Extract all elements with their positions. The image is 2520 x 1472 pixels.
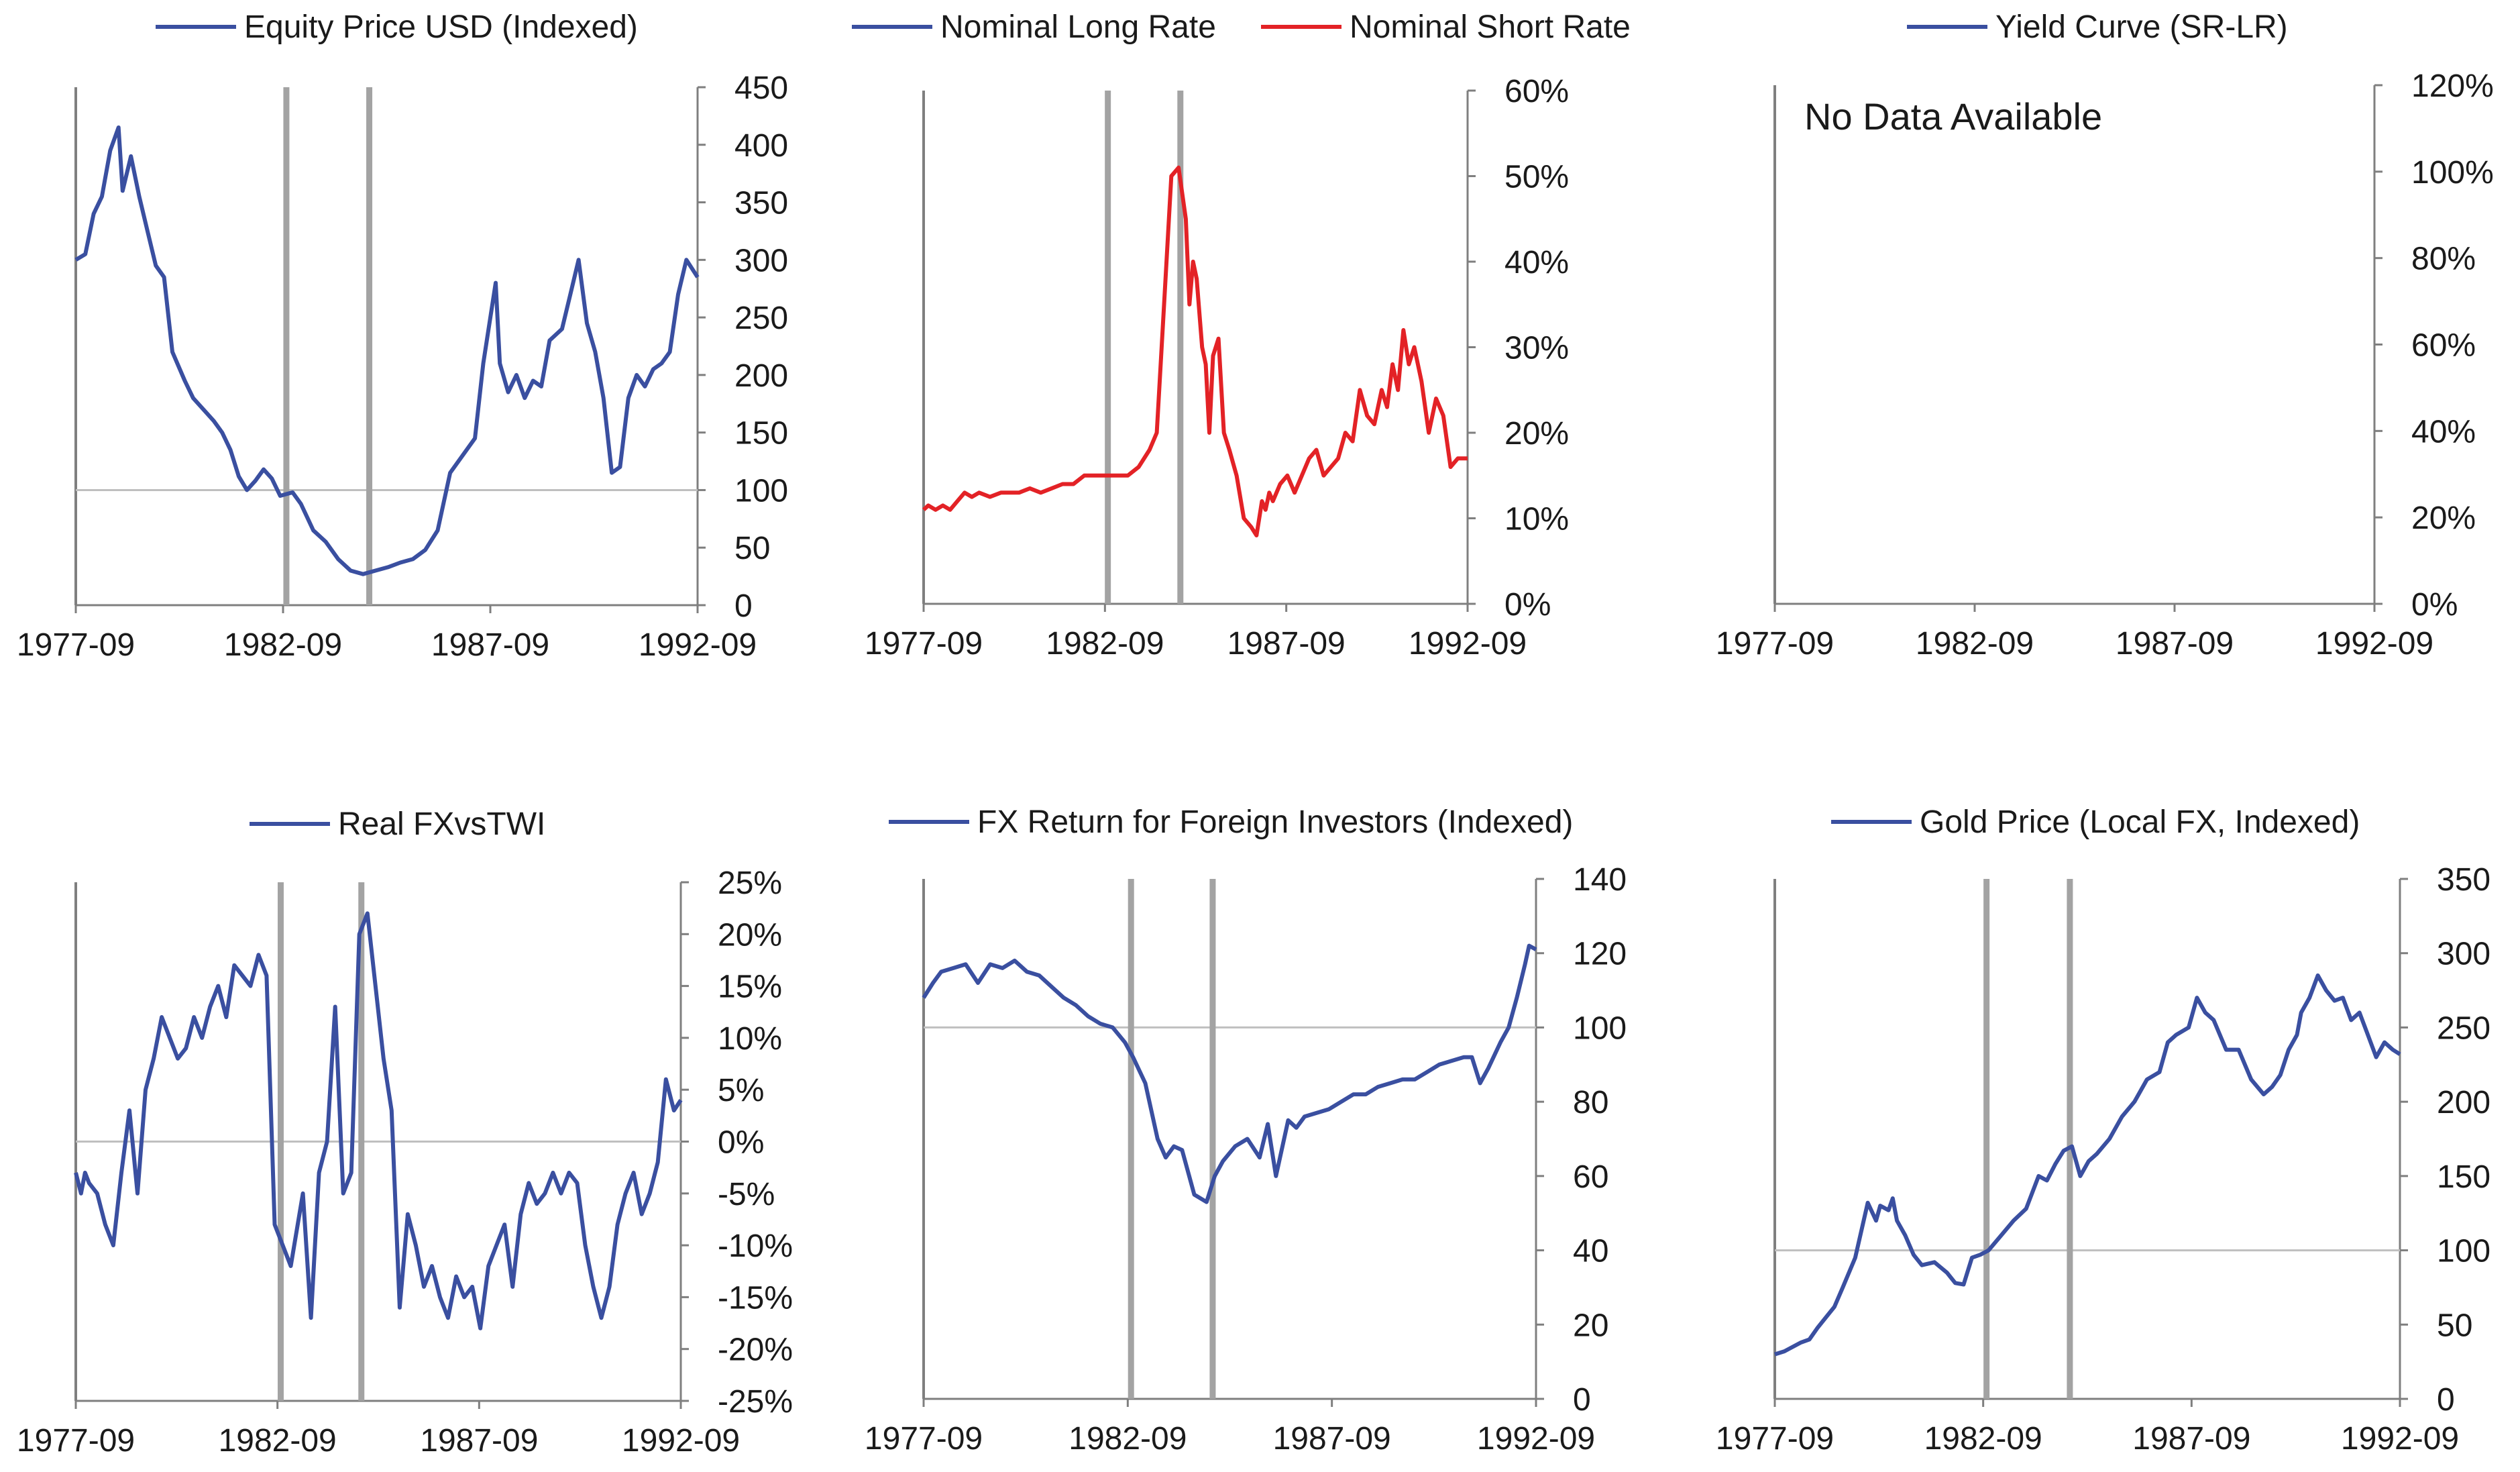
x-tick-label: 1982-09 (1069, 1421, 1187, 1457)
chart-yield: 120% 100% 80% 60% 40% 20% 0% 1977-09 1982-09 1987… (1716, 9, 2494, 662)
x-tick-label: 1977-09 (17, 1423, 135, 1459)
y-tick-label: 120 (1573, 937, 1627, 972)
series-line-1 (74, 911, 683, 1330)
x-tick-label: 1992-09 (1477, 1421, 1595, 1457)
x-tick-label: 1982-09 (219, 1423, 337, 1459)
x-tick-label: 1982-09 (1046, 626, 1164, 662)
y-tick-label: 100 (1573, 1010, 1627, 1046)
series-line-1 (1774, 973, 2401, 1357)
x-tick-label: 1992-09 (622, 1423, 740, 1459)
x-tick-label: 1982-09 (1924, 1421, 2042, 1457)
y-tick-label: 20% (1504, 416, 1569, 452)
x-tick-label: 1987-09 (420, 1423, 538, 1459)
y-tick-label: 450 (734, 70, 788, 106)
x-tick-label: 1977-09 (1716, 626, 1834, 662)
y-tick-label: 10% (1504, 502, 1569, 537)
y-tick-label: 300 (2437, 937, 2490, 972)
x-tick-label: 1977-09 (865, 626, 983, 662)
y-tick-label: 0% (1504, 587, 1551, 623)
y-tick-label: 140 (1573, 862, 1627, 898)
x-tick-label: 1982-09 (224, 627, 342, 663)
x-tick-label: 1992-09 (639, 627, 757, 663)
y-tick-label: 150 (734, 416, 788, 452)
legend-label: Real FXvsTWI (338, 806, 545, 842)
x-tick-label: 1992-09 (2315, 626, 2433, 662)
y-tick-label: 40% (2411, 414, 2476, 450)
legend-label: Equity Price USD (Indexed) (244, 9, 638, 45)
y-tick-label: 20% (718, 917, 782, 953)
series-line-2 (922, 165, 1468, 537)
no-data-note: No Data Available (1804, 95, 2102, 138)
y-tick-label: -15% (718, 1280, 793, 1316)
y-tick-label: 40% (1504, 245, 1569, 280)
y-tick-label: 20% (2411, 501, 2476, 536)
y-tick-label: 200 (734, 358, 788, 394)
y-tick-label: 20 (1573, 1308, 1608, 1343)
y-tick-label: -20% (718, 1332, 793, 1368)
x-tick-label: 1987-09 (2116, 626, 2234, 662)
y-tick-label: 200 (2437, 1085, 2490, 1120)
x-tick-label: 1987-09 (431, 627, 549, 663)
legend-label: Gold Price (Local FX, Indexed) (1920, 804, 2360, 840)
y-tick-label: 400 (734, 128, 788, 164)
x-tick-label: 1992-09 (2341, 1421, 2459, 1457)
y-tick-label: 350 (734, 186, 788, 221)
y-tick-label: 80 (1573, 1085, 1608, 1120)
x-tick-label: 1982-09 (1916, 626, 2034, 662)
y-tick-label: 40 (1573, 1234, 1608, 1269)
series-line-1 (922, 943, 1537, 1204)
y-tick-label: 0 (2437, 1382, 2455, 1418)
y-tick-label: 80% (2411, 242, 2476, 277)
x-tick-label: 1977-09 (1716, 1421, 1834, 1457)
chart-fx_twi: 25% 20% 15% 10% 5% 0% -5% -10% -15% -20% -25% 1977-… (17, 806, 793, 1459)
y-tick-label: 100 (734, 473, 788, 509)
y-tick-label: 30% (1504, 331, 1569, 366)
y-tick-label: 15% (718, 969, 782, 1005)
y-tick-label: 60 (1573, 1159, 1608, 1195)
y-tick-label: 50 (734, 531, 770, 566)
y-tick-label: 100 (2437, 1234, 2490, 1269)
y-tick-label: 25% (718, 865, 782, 901)
chart-fx_return: 140 120 100 80 60 40 20 0 1977-09 1982-09 1987-09 1… (865, 804, 1627, 1457)
y-tick-label: 150 (2437, 1159, 2490, 1195)
y-tick-label: 0% (718, 1125, 764, 1161)
y-tick-label: -10% (718, 1228, 793, 1264)
y-tick-label: 0 (734, 588, 753, 624)
legend-label: Nominal Short Rate (1350, 9, 1631, 45)
y-tick-label: 120% (2411, 68, 2494, 104)
x-tick-label: 1987-09 (1227, 626, 1346, 662)
y-tick-label: 300 (734, 243, 788, 278)
x-tick-label: 1987-09 (1273, 1421, 1391, 1457)
y-tick-label: 250 (2437, 1010, 2490, 1046)
y-tick-label: 60% (1504, 74, 1569, 109)
y-tick-label: 0 (1573, 1382, 1591, 1418)
chart-equity: 450 400 350 300 250 200 150 100 50 0 1977-09 1982-0… (17, 9, 788, 663)
y-tick-label: 10% (718, 1021, 782, 1057)
y-tick-label: 50 (2437, 1308, 2472, 1343)
legend-label: Yield Curve (SR-LR) (1995, 9, 2288, 45)
y-tick-label: 100% (2411, 155, 2494, 191)
legend-label: FX Return for Foreign Investors (Indexed… (977, 804, 1573, 840)
x-tick-label: 1992-09 (1409, 626, 1527, 662)
chart-rates: 60% 50% 40% 30% 20% 10% 0% 1977-09 1982-09 1987-0… (852, 9, 1631, 662)
y-tick-label: 0% (2411, 587, 2458, 623)
y-tick-label: 60% (2411, 328, 2476, 364)
x-tick-label: 1987-09 (2132, 1421, 2250, 1457)
y-tick-label: 250 (734, 301, 788, 336)
y-tick-label: 350 (2437, 862, 2490, 898)
y-tick-label: 5% (718, 1073, 764, 1108)
legend-label: Nominal Long Rate (940, 9, 1216, 45)
x-tick-label: 1977-09 (17, 627, 135, 663)
y-tick-label: 50% (1504, 160, 1569, 195)
series-line-1 (74, 125, 700, 576)
y-tick-label: -25% (718, 1384, 793, 1420)
y-tick-label: -5% (718, 1177, 775, 1212)
x-tick-label: 1977-09 (865, 1421, 983, 1457)
chart-gold: 350 300 250 200 150 100 50 0 1977-09 1982-09 1987-… (1716, 804, 2490, 1457)
